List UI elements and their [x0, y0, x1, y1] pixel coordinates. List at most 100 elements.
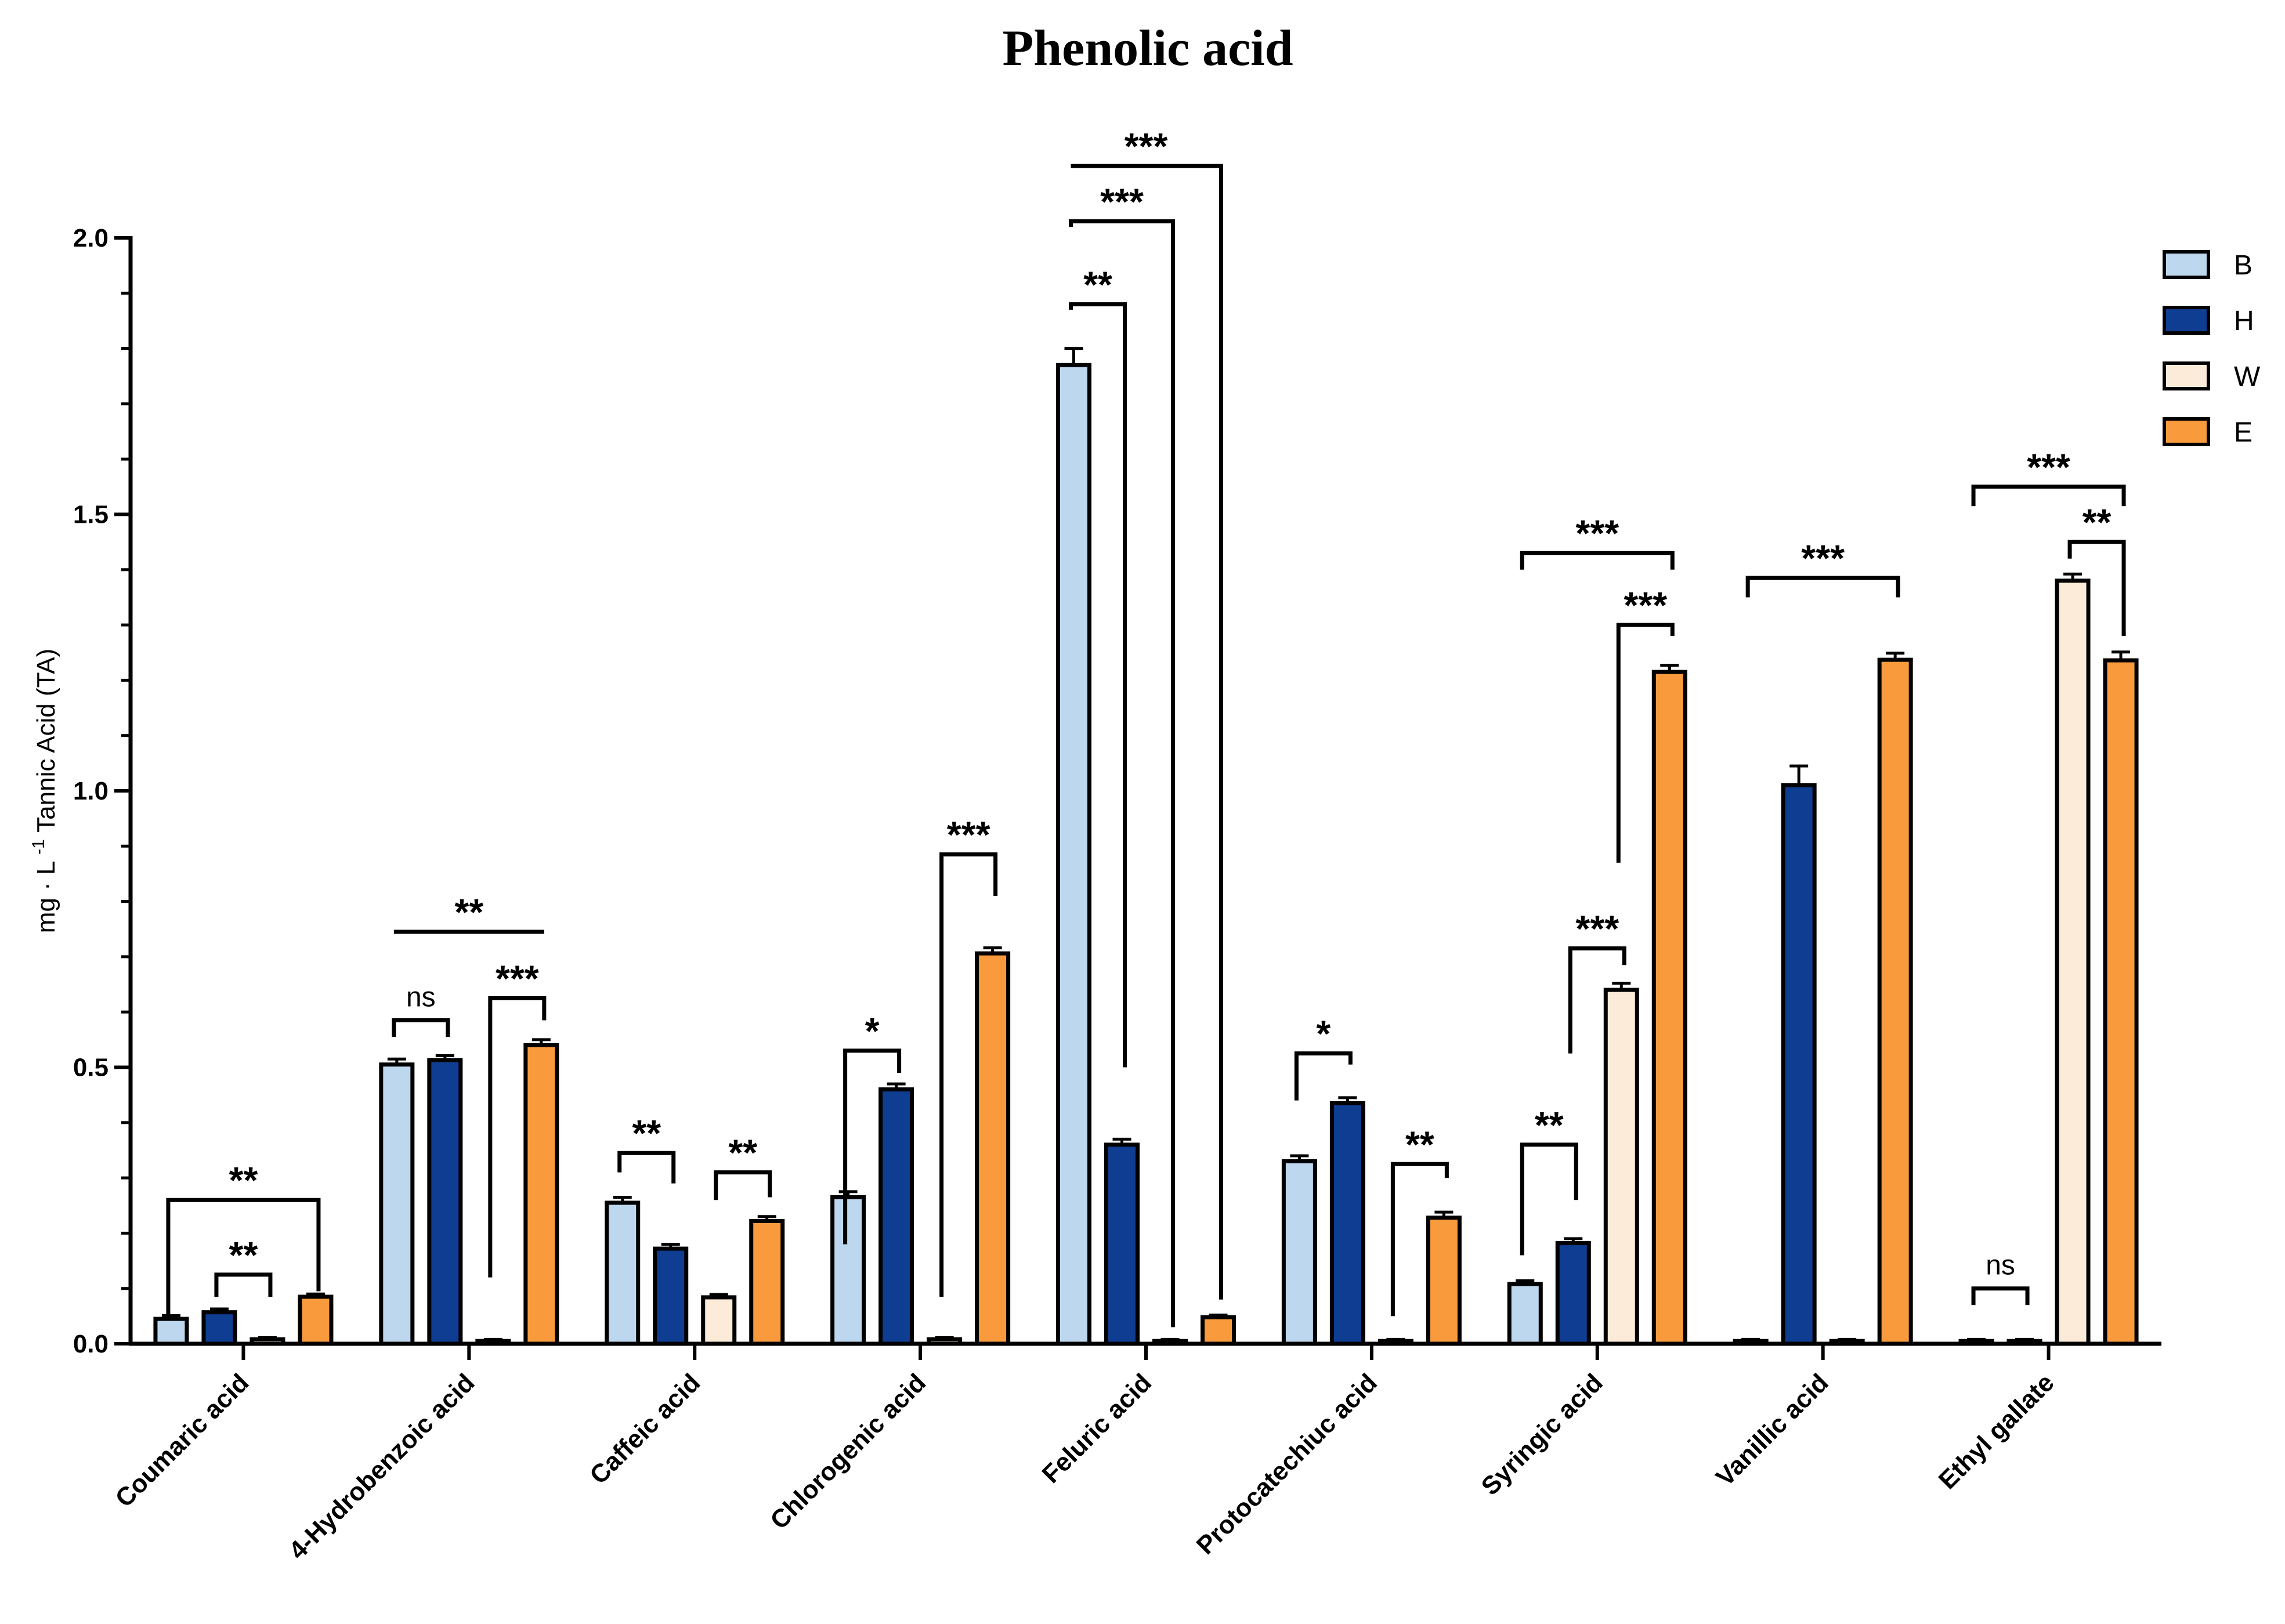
bar-w — [927, 1337, 963, 1346]
bar-b — [830, 1195, 866, 1346]
significance-bracket — [392, 1018, 450, 1037]
legend-swatch-b — [2163, 250, 2210, 279]
significance-label: *** — [496, 957, 539, 999]
significance-label: * — [1316, 1013, 1330, 1055]
axes-group: 0.0 0.5 1.0 1.5 2.0 Coumaric acid 4-Hydrobenzo… — [73, 224, 2161, 1565]
y-tick-label: 2.0 — [73, 224, 109, 252]
x-tick-label: Vanillic acid — [1711, 1368, 1834, 1492]
bar-w — [250, 1337, 285, 1346]
significance-label: ** — [728, 1132, 757, 1174]
significance-label: *** — [1575, 908, 1619, 950]
significance-label: *** — [1100, 180, 1144, 222]
bar-b — [1507, 1282, 1543, 1346]
x-tick-label: Ethyl gallate — [1933, 1368, 2060, 1495]
bar-w — [701, 1295, 737, 1346]
bar-h — [2006, 1339, 2042, 1346]
y-axis-label-main: mg · L — [32, 855, 60, 933]
significance-label: *** — [1624, 584, 1667, 626]
legend-label-w: W — [2234, 361, 2261, 392]
significance-label: *** — [1575, 512, 1619, 554]
bar-b — [379, 1062, 415, 1346]
bar-e — [1877, 657, 1913, 1346]
bar-h — [1104, 1142, 1140, 1346]
significance-group: ******ns ***** ***************** **********… — [166, 125, 2126, 1328]
significance-bracket — [843, 1048, 902, 1245]
x-tick-label: 4-Hydrobenzoic acid — [283, 1368, 480, 1565]
x-tick-label: Feluric acid — [1037, 1368, 1158, 1489]
chart-title: Phenolic acid — [1002, 20, 1293, 77]
y-tick-label: 1.5 — [73, 501, 109, 529]
significance-label: ** — [454, 891, 483, 933]
y-axis-label-unit: Tannic Acid (TA) — [32, 649, 60, 840]
bar-w — [2055, 578, 2091, 1346]
significance-label: * — [865, 1010, 880, 1052]
bar-e — [298, 1294, 334, 1346]
y-tick-label: 1.0 — [73, 777, 109, 805]
legend-label-h: H — [2234, 306, 2254, 337]
bar-h — [201, 1310, 237, 1346]
bar-w — [1603, 988, 1639, 1346]
significance-bracket — [1294, 1051, 1353, 1101]
bar-e — [749, 1218, 785, 1346]
legend-label-e: E — [2234, 417, 2253, 448]
bar-e — [523, 1043, 559, 1346]
x-tick-label: Syringic acid — [1476, 1368, 1608, 1500]
bar-e — [1426, 1216, 1462, 1346]
bar-b — [1056, 363, 1091, 1346]
significance-label: ** — [229, 1159, 258, 1201]
x-tick-label: Protocatechiuc acid — [1191, 1368, 1383, 1560]
significance-bracket — [166, 1198, 321, 1319]
bar-w — [475, 1339, 511, 1346]
bar-h — [653, 1246, 689, 1346]
significance-bracket — [1520, 1142, 1578, 1256]
bar-w — [1829, 1339, 1865, 1346]
significance-bracket — [1971, 484, 2126, 507]
significance-label: ns — [1986, 1250, 2015, 1281]
bar-h — [1329, 1101, 1365, 1346]
bars-group — [153, 347, 2139, 1346]
significance-bracket — [1069, 219, 1175, 1328]
significance-bracket — [617, 1151, 676, 1184]
bar-e — [975, 951, 1011, 1346]
bar-e — [2103, 658, 2139, 1346]
significance-label: ** — [229, 1234, 258, 1276]
bar-h — [1555, 1241, 1591, 1346]
significance-label: ** — [1083, 263, 1112, 305]
significance-bracket — [1390, 1162, 1449, 1316]
significance-bracket — [1568, 946, 1626, 1054]
significance-bracket — [214, 1272, 273, 1297]
x-tick-label: Chlorogenic acid — [765, 1368, 931, 1535]
significance-bracket — [2067, 540, 2126, 636]
bar-b — [1281, 1159, 1317, 1346]
bar-e — [1201, 1315, 1236, 1346]
significance-label: *** — [2027, 446, 2070, 488]
y-tick-label: 0.5 — [73, 1054, 109, 1082]
significance-bracket — [1520, 551, 1675, 570]
significance-bracket — [1745, 576, 1900, 598]
significance-bracket — [1971, 1286, 2030, 1305]
legend-label-b: B — [2234, 250, 2253, 281]
bar-e — [1651, 670, 1687, 1346]
y-tick-label: 0.0 — [73, 1330, 109, 1358]
significance-label: ns — [406, 982, 436, 1012]
significance-label: ** — [2082, 501, 2112, 543]
y-axis-label: mg · L -1 Tannic Acid (TA) — [29, 649, 60, 933]
x-tick-label: Coumaric acid — [110, 1368, 254, 1513]
x-tick-label: Caffeic acid — [584, 1368, 706, 1489]
bar-b — [153, 1316, 189, 1346]
significance-label: ** — [632, 1112, 661, 1154]
significance-label: *** — [947, 814, 990, 856]
bar-b — [1958, 1339, 1994, 1346]
legend-swatch-w — [2163, 361, 2210, 390]
bar-b — [1733, 1339, 1769, 1346]
significance-label: *** — [1801, 537, 1845, 579]
bar-h — [878, 1087, 914, 1346]
bar-w — [1152, 1339, 1188, 1346]
bar-h — [1781, 783, 1817, 1346]
significance-bracket — [1616, 623, 1675, 863]
bar-h — [427, 1058, 463, 1346]
significance-bracket — [488, 996, 547, 1278]
significance-bracket — [714, 1170, 772, 1200]
